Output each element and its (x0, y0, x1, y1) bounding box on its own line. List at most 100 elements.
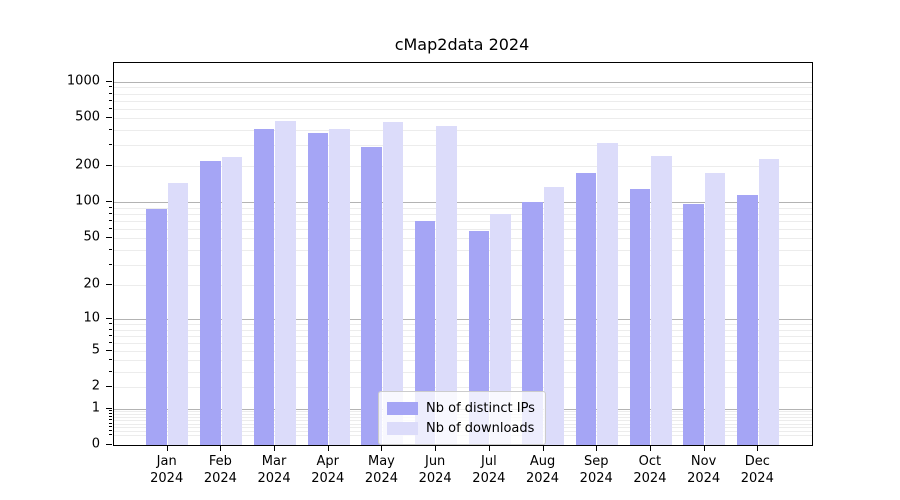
x-tick-label-year: 2024 (257, 471, 291, 486)
major-gridline (114, 318, 812, 320)
bar-apr-downloads (329, 128, 350, 445)
plot-area: Nb of distinct IPs Nb of downloads (113, 62, 813, 446)
minor-gridline (114, 118, 812, 120)
minor-gridline (114, 335, 812, 337)
legend-label-distinct-ips: Nb of distinct IPs (426, 400, 535, 416)
y-tick-label: 100 (75, 193, 100, 209)
x-tick-label-year: 2024 (579, 471, 613, 486)
y-minor-tick (109, 416, 112, 418)
y-tick-label: 50 (83, 229, 100, 245)
x-tick (488, 445, 490, 451)
bar-jun-downloads (436, 125, 457, 445)
minor-gridline (114, 108, 812, 110)
x-tick-label-year: 2024 (203, 471, 237, 486)
x-tick-label-year: 2024 (472, 471, 506, 486)
y-major-tick (106, 165, 112, 167)
x-tick (703, 445, 705, 451)
y-minor-tick (109, 328, 112, 330)
y-minor-tick (109, 219, 112, 221)
x-tick-label-year: 2024 (150, 471, 184, 486)
y-minor-tick (109, 334, 112, 336)
bar-aug-downloads (543, 186, 565, 445)
x-tick-label-month: Jul (481, 454, 497, 469)
minor-gridline (114, 214, 812, 216)
x-tick-label-month: Mar (261, 454, 287, 469)
x-tick (542, 445, 544, 451)
x-tick-label: Jan 2024 (137, 453, 197, 487)
bar-sep-distinct-ips (575, 173, 597, 445)
x-tick (327, 445, 329, 451)
y-minor-tick (109, 413, 112, 415)
minor-gridline (114, 145, 812, 147)
x-tick-label-month: Jun (424, 454, 446, 469)
legend-row-downloads: Nb of downloads (387, 418, 535, 438)
bar-dec-downloads (758, 158, 780, 445)
y-minor-tick (109, 426, 112, 428)
x-tick-label: Jul 2024 (459, 453, 519, 487)
minor-gridline (114, 387, 812, 389)
legend-label-downloads: Nb of downloads (426, 420, 535, 436)
minor-gridline (114, 350, 812, 352)
y-tick-label: 2 (91, 378, 100, 394)
x-tick-label: Apr 2024 (298, 453, 358, 487)
x-tick-label-month: May (368, 454, 395, 469)
major-gridline (114, 81, 812, 83)
x-tick-label-month: Feb (208, 454, 232, 469)
bar-aug-distinct-ips (522, 201, 543, 445)
bar-dec-distinct-ips (737, 194, 758, 445)
x-tick-label-year: 2024 (740, 471, 774, 486)
bar-jan-downloads (167, 183, 189, 445)
legend-swatch-distinct-ips (387, 401, 418, 415)
y-tick-label: 1000 (66, 73, 100, 89)
x-tick-label-month: Jan (156, 454, 177, 469)
x-tick-label-month: Oct (638, 454, 662, 469)
minor-gridline (114, 264, 812, 266)
y-major-tick (106, 80, 112, 82)
y-major-tick (106, 386, 112, 388)
y-minor-tick (109, 107, 112, 109)
minor-gridline (114, 360, 812, 362)
x-tick-label: Feb 2024 (190, 453, 250, 487)
x-tick-label-year: 2024 (311, 471, 345, 486)
y-minor-tick (109, 323, 112, 324)
y-minor-tick (109, 86, 112, 88)
x-tick-label-month: Dec (744, 454, 770, 469)
x-tick-label-year: 2024 (633, 471, 667, 486)
y-tick-label: 200 (75, 157, 100, 173)
x-tick-label-month: Sep (583, 454, 609, 469)
y-minor-tick (109, 248, 112, 250)
legend: Nb of distinct IPs Nb of downloads (378, 391, 546, 445)
y-tick-label: 20 (83, 276, 100, 292)
minor-gridline (114, 324, 812, 325)
bar-oct-distinct-ips (629, 188, 651, 445)
minor-gridline (114, 285, 812, 286)
y-tick-label: 5 (91, 342, 100, 358)
y-minor-tick (109, 341, 112, 343)
x-tick (166, 445, 168, 451)
x-tick (757, 445, 759, 451)
minor-gridline (114, 87, 812, 89)
y-major-tick (106, 317, 112, 319)
y-minor-tick (109, 371, 112, 373)
bar-jul-downloads (490, 214, 511, 445)
x-tick-label: Nov 2024 (674, 453, 734, 487)
x-tick-label: Aug 2024 (513, 453, 573, 487)
x-tick-label-month: Apr (316, 454, 340, 469)
y-minor-tick (109, 430, 112, 432)
x-tick-label: Mar 2024 (244, 453, 304, 487)
y-major-tick (106, 444, 112, 445)
bar-sep-downloads (597, 142, 618, 445)
y-tick-label: 500 (75, 109, 100, 125)
y-minor-tick (109, 213, 112, 215)
y-tick-label: 10 (83, 310, 100, 326)
chart-title: cMap2data 2024 (394, 35, 530, 54)
bar-mar-downloads (275, 121, 296, 445)
minor-gridline (114, 228, 812, 230)
bar-feb-distinct-ips (200, 161, 221, 445)
minor-gridline (114, 100, 812, 102)
major-gridline (114, 202, 812, 204)
y-major-tick (106, 237, 112, 239)
x-tick-label: May 2024 (351, 453, 411, 487)
minor-gridline (114, 342, 812, 344)
